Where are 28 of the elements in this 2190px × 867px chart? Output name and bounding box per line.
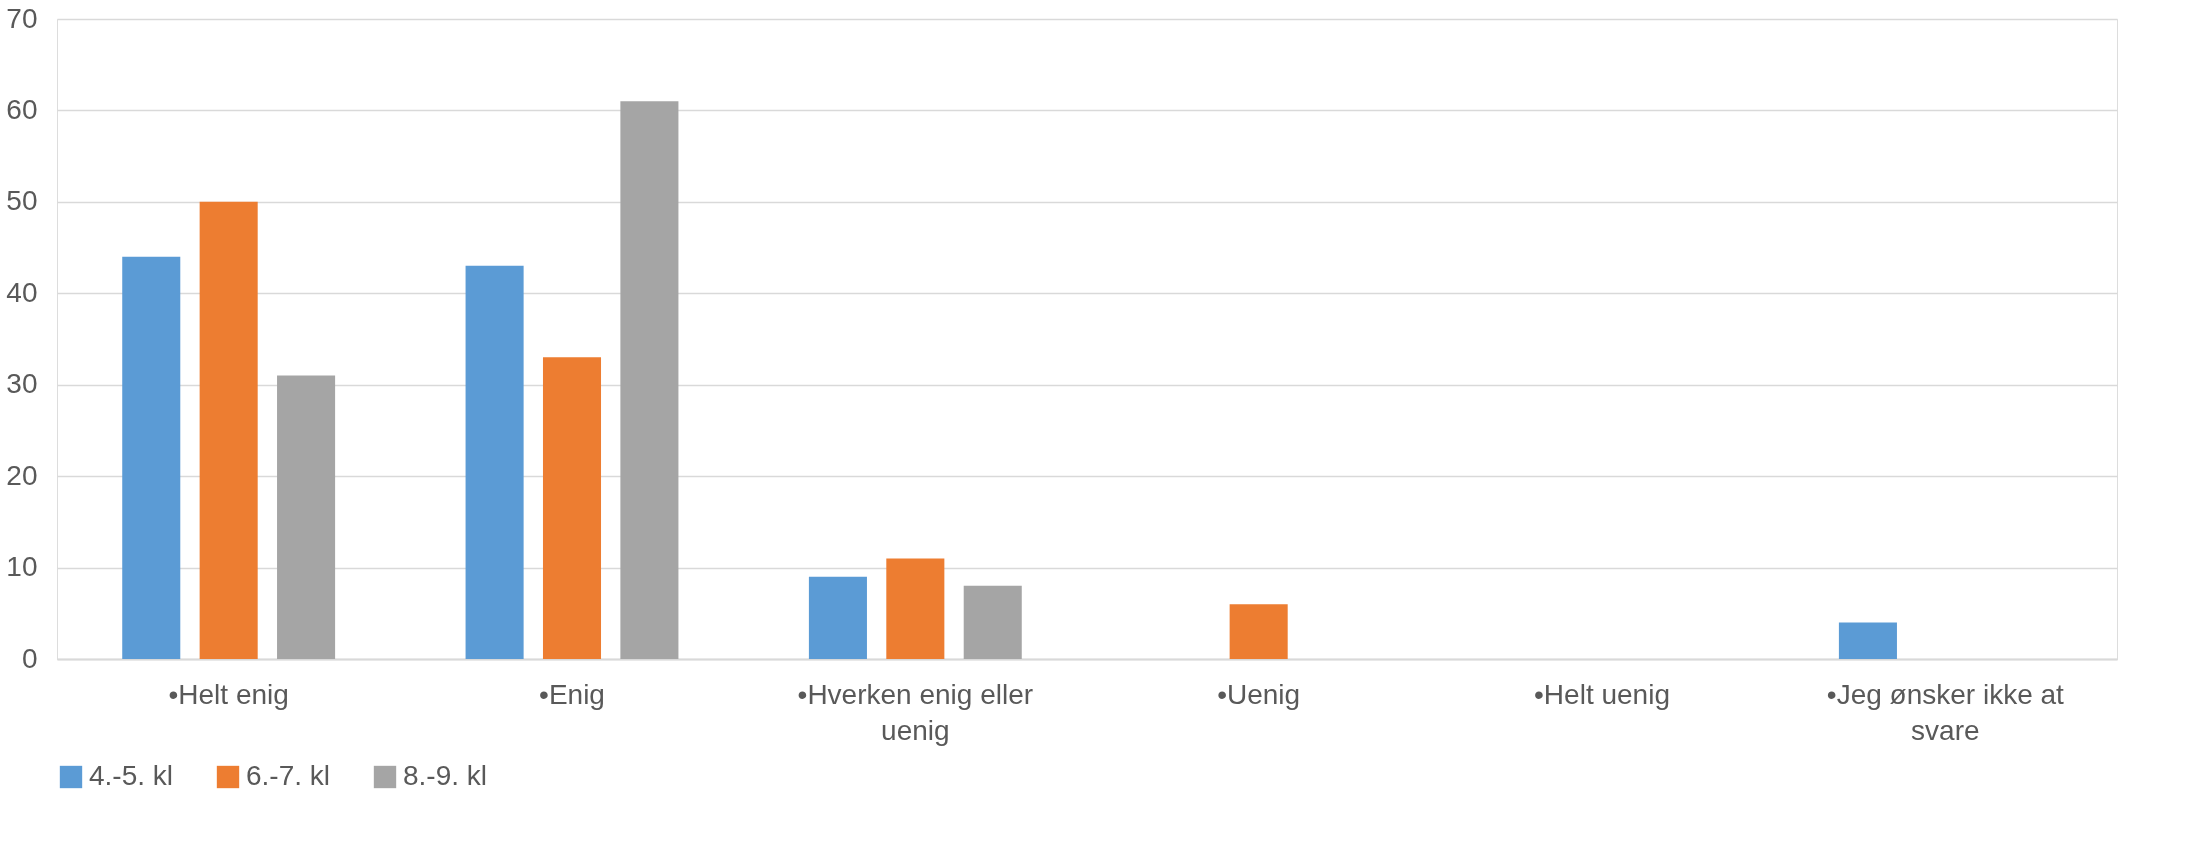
- legend-label: 8.-9. kl: [403, 760, 488, 791]
- bar: [465, 265, 524, 659]
- x-tick-label: •Helt enig: [168, 678, 289, 710]
- x-tick-label: •Jeg ønsker ikke at svare: [1826, 678, 2065, 746]
- y-tick-label: 0: [21, 642, 38, 674]
- y-tick-label: 50: [6, 185, 38, 217]
- x-tick-label: •Helt uenig: [1534, 678, 1670, 710]
- y-tick-label: 40: [6, 276, 38, 308]
- bar: [277, 375, 336, 659]
- x-tick-label: •Hverken enig eller uenig: [797, 678, 1034, 746]
- bar: [122, 256, 181, 659]
- x-tick-label: •Uenig: [1217, 678, 1301, 710]
- bar: [199, 201, 258, 659]
- legend-label: 4.-5. kl: [89, 760, 174, 791]
- x-tick-label: •Enig: [539, 678, 605, 710]
- y-tick-label: 20: [6, 459, 38, 491]
- bar: [1838, 622, 1897, 659]
- bar: [542, 357, 602, 659]
- bar: [808, 576, 867, 659]
- bar: [620, 101, 679, 659]
- y-tick-label: 10: [6, 551, 38, 583]
- y-tick-label: 70: [6, 2, 38, 34]
- legend-label: 6.-7. kl: [246, 760, 331, 791]
- bar: [1229, 604, 1288, 659]
- y-tick-label: 30: [6, 368, 38, 400]
- bar: [886, 558, 945, 659]
- bar: [963, 585, 1022, 659]
- y-tick-label: 60: [6, 93, 38, 125]
